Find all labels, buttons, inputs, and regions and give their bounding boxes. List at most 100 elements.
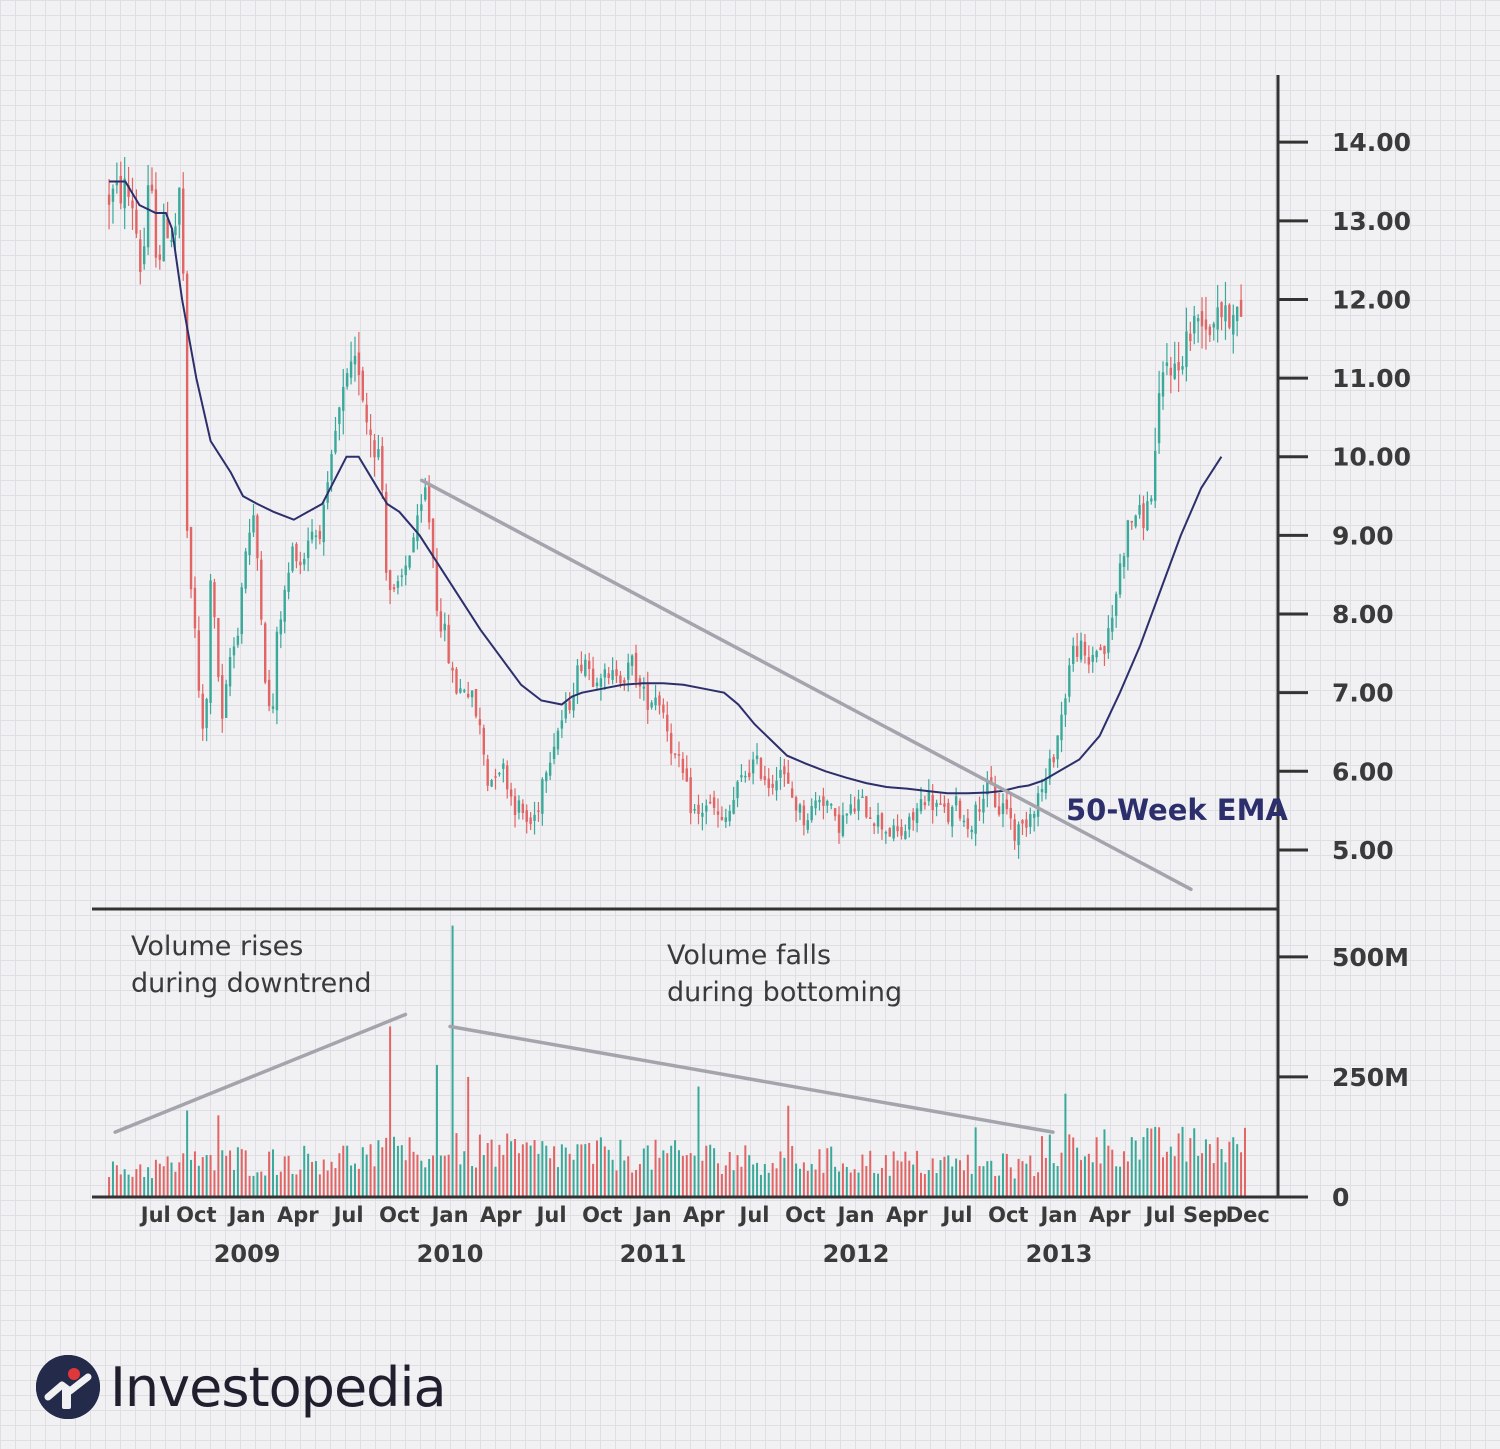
candle-body [767,778,770,789]
volume-bar [268,1151,271,1197]
candle-body [1091,654,1094,662]
volume-bar [717,1163,720,1197]
volume-bar [119,1174,122,1197]
candle-body [997,806,1001,815]
volume-bar [385,1137,388,1197]
candle-body [252,515,255,533]
candle-body [1087,657,1091,665]
volume-bar [201,1157,204,1197]
candle-body [646,684,649,710]
volume-bar [931,1158,934,1197]
candle-body [1208,326,1212,336]
candle-body [217,618,220,678]
price-tick-label: 14.00 [1332,128,1411,157]
candle-body [486,759,489,786]
candle-body [1142,503,1145,529]
candle-body [896,826,899,832]
volume-bar [1142,1137,1145,1197]
volume-bar [654,1139,657,1197]
candle-body [888,828,891,837]
candle-body [642,686,646,689]
candle-body [506,765,509,790]
candle-body [865,796,868,818]
volume-bar [1228,1141,1231,1197]
candle-body [1040,789,1044,793]
volume-bar [1048,1134,1051,1197]
volume-bar [1185,1161,1188,1197]
candle-body [576,665,579,694]
candle-body [1181,366,1184,370]
volume-bar [783,1157,786,1197]
volume-bar [283,1156,286,1197]
volume-bar [556,1167,559,1197]
candle-body [525,810,528,822]
x-tick-label: Jul [139,1203,171,1227]
volume-bar [428,1158,431,1197]
volume-bar [857,1172,860,1197]
candle-body [1161,372,1165,397]
volume-bar [291,1173,294,1197]
volume-bar [1146,1128,1149,1197]
volume-bar [287,1155,290,1197]
x-tick-label: Oct [176,1203,216,1227]
candle-body [572,696,575,711]
volume-bar [1005,1153,1008,1197]
volume-bar [1099,1163,1102,1197]
volume-bar [1169,1146,1172,1197]
volume-bar [697,1086,700,1197]
candle-body [451,667,454,671]
volume-bar [787,1105,790,1197]
candle-body [1072,645,1075,664]
candle-body [232,646,236,656]
candle-body [751,759,755,774]
volume-bar [822,1172,825,1197]
volume-bar [545,1145,548,1197]
candle-body [693,809,696,811]
candle-body [412,537,415,553]
volume-bar [1091,1162,1094,1197]
tick-labels: 5.00 6.00 7.00 8.00 9.00 10.00 11.00 12.00 13.00… [139,128,1411,1268]
candle-body [365,404,368,423]
candle-body [923,802,927,806]
candle-body [271,706,275,709]
candle-body [732,799,735,814]
candle-body [1060,714,1063,741]
candle-body [400,575,404,577]
candle-body [1122,556,1126,567]
candle-body [740,775,743,778]
volume-bar [502,1154,505,1197]
candle-body [627,662,630,680]
volume-bar [467,1076,470,1197]
candle-body [634,652,638,682]
candle-body [334,430,337,453]
candle-body [482,727,486,755]
volume-bar [1154,1126,1157,1197]
volume-bar [759,1174,762,1197]
candle-body [1118,563,1122,595]
candle-body [478,719,482,726]
volume-bar [537,1153,540,1197]
candle-body [1204,319,1208,330]
x-tick-label: Jan [1039,1203,1078,1227]
candle-body [244,551,247,589]
x-tick-label: Apr [277,1203,319,1227]
candle-body [228,656,232,687]
price-tick-label: 6.00 [1332,757,1394,786]
volume-bar [252,1175,255,1197]
candle-body [139,239,142,273]
candle-body [982,798,985,813]
candle-body [876,814,880,827]
volume-bar [412,1151,415,1197]
candle-body [599,678,603,687]
volume-bar [350,1165,353,1197]
year-label: 2012 [823,1240,890,1268]
volume-bar [838,1171,841,1197]
volume-bar [455,1133,458,1197]
candle-body [1099,647,1102,651]
candle-body [591,668,595,687]
volume-bar [861,1154,864,1197]
candle-body [884,832,888,834]
volume-bar [752,1164,755,1197]
candle-body [158,254,162,260]
volume-bar [318,1174,321,1197]
